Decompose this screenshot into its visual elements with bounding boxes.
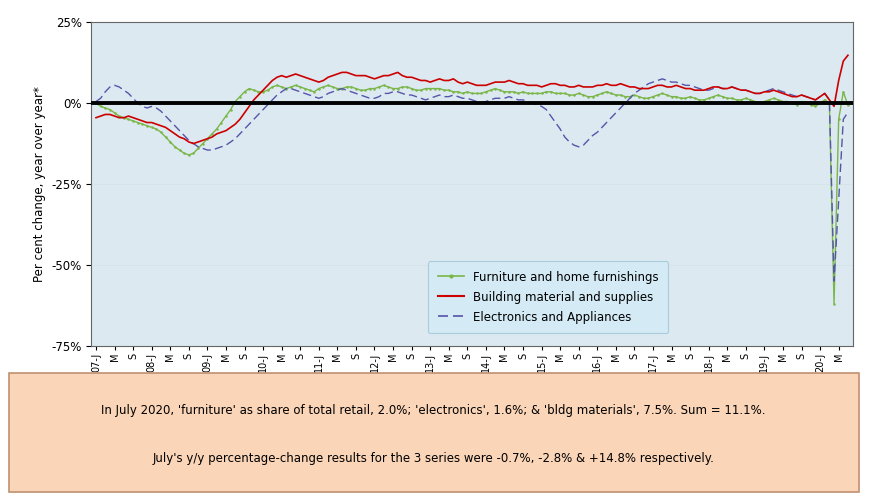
Building material and supplies [642,85,653,91]
Building material and supplies [90,115,101,121]
Electronics and Appliances [90,98,101,104]
Y-axis label: Per cent change, year over year*: Per cent change, year over year* [33,86,46,282]
Building material and supplies [837,58,847,64]
Furniture and home furnishings [304,87,315,93]
Electronics and Appliances [684,82,694,88]
Text: July's y/y percentage-change results for the 3 series were -0.7%, -2.8% & +14.8%: July's y/y percentage-change results for… [153,452,713,465]
Electronics and Appliances [656,76,667,82]
Furniture and home furnishings [642,95,653,101]
Building material and supplies [304,76,315,82]
Electronics and Appliances [429,94,440,100]
Electronics and Appliances [740,87,750,93]
FancyBboxPatch shape [9,373,858,492]
Furniture and home furnishings [90,100,101,106]
X-axis label: Year and month: Year and month [409,376,534,390]
Building material and supplies [842,52,852,58]
Furniture and home furnishings [842,102,852,108]
Electronics and Appliances [638,84,648,90]
Furniture and home furnishings [684,94,694,100]
Building material and supplies [791,94,801,100]
Furniture and home furnishings [434,85,444,91]
Building material and supplies [684,85,694,91]
Electronics and Appliances [299,90,309,96]
Electronics and Appliances [791,94,801,100]
Legend: Furniture and home furnishings, Building material and supplies, Electronics and : Furniture and home furnishings, Building… [428,261,667,333]
Furniture and home furnishings [791,102,801,108]
Text: In July 2020, 'furniture' as share of total retail, 2.0%; 'electronics', 1.6%; &: In July 2020, 'furniture' as share of to… [102,405,765,417]
Electronics and Appliances [842,109,852,115]
Furniture and home furnishings [740,95,750,101]
Line: Electronics and Appliances: Electronics and Appliances [96,79,847,281]
Building material and supplies [740,87,750,93]
Building material and supplies [188,141,198,147]
Furniture and home furnishings [828,301,839,307]
Furniture and home furnishings [271,82,282,88]
Electronics and Appliances [828,278,839,284]
Line: Furniture and home furnishings: Furniture and home furnishings [95,84,848,305]
Line: Building material and supplies: Building material and supplies [96,55,847,144]
